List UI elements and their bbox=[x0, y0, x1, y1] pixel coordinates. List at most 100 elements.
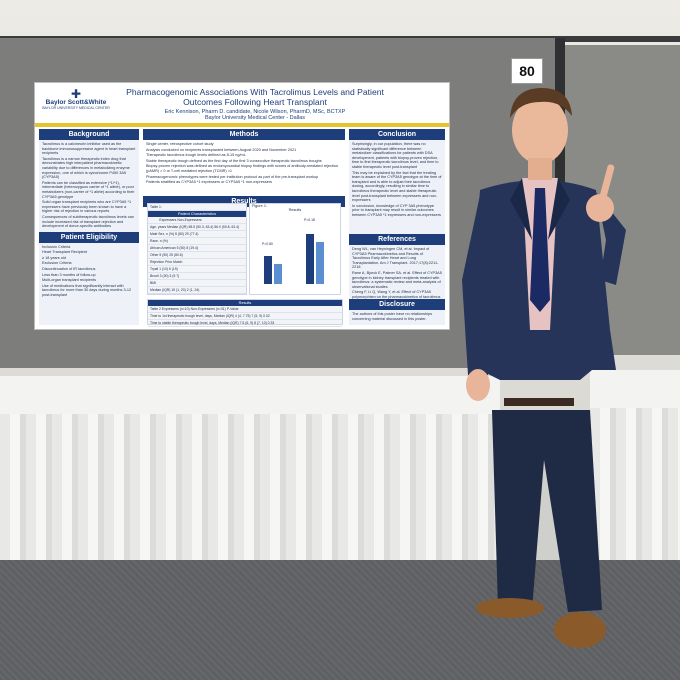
background-item: Tacrolimus is a calcineurin inhibitor us… bbox=[42, 142, 136, 156]
eligibility-list: Inclusion Criteria Heart Transplant Reci… bbox=[39, 243, 139, 301]
table-1-row: Race, n (%) bbox=[148, 238, 246, 245]
methods-item: Stable therapeutic trough defined as the… bbox=[146, 158, 322, 163]
methods-heading: Methods bbox=[143, 129, 345, 140]
institution-line: Baylor University Medical Center - Dalla… bbox=[205, 115, 305, 121]
methods-item: Pharmacogenomic phenotypes were tested p… bbox=[146, 174, 319, 179]
methods-item: Analysis conducted on recipients transpl… bbox=[146, 147, 297, 152]
table-1-row: Other 5 (50) 25 (80.6) bbox=[148, 252, 246, 259]
left-hand bbox=[466, 369, 490, 401]
authors-line: Eric Kennison, Pharm D. candidate, Nicol… bbox=[164, 109, 346, 115]
research-poster: ✚ Baylor Scott&White BAYLOR UNIVERSITY M… bbox=[34, 82, 450, 330]
reference-item: Cheng F, Li Q, Wang Y, et al. Effect of … bbox=[352, 290, 441, 299]
figure-bar bbox=[274, 264, 282, 284]
background-heading: Background bbox=[39, 129, 139, 140]
figure-bar bbox=[306, 234, 314, 284]
table-1-row: African American 5 (50) 8 (19.4) bbox=[148, 245, 246, 252]
table-top-right bbox=[590, 370, 680, 410]
table-1-columns: Expressers Non-Expressers bbox=[148, 217, 246, 224]
left-shoe bbox=[476, 598, 544, 618]
booth-number: 80 bbox=[511, 58, 543, 84]
table-2-row: Time to stable therapeutic trough level,… bbox=[148, 320, 342, 327]
results-heading: Results bbox=[143, 196, 345, 207]
inclusion-label: Inclusion Criteria bbox=[42, 244, 71, 249]
references-heading: References bbox=[349, 234, 445, 245]
institution-logo: ✚ Baylor Scott&White BAYLOR UNIVERSITY M… bbox=[41, 87, 111, 117]
trousers bbox=[492, 410, 602, 612]
table-1-row: Male Sex, n (%) 8 (80) 29 (77.4) bbox=[148, 231, 246, 238]
table-1-row: Rejection Prior Match bbox=[148, 259, 246, 266]
table-1-row: Tryali 1 (10) 6 (19) bbox=[148, 266, 246, 273]
poster-title: Pharmacogenomic Associations With Tacrol… bbox=[126, 87, 384, 107]
background-item: Tacrolimus is a narrow therapeutic index… bbox=[42, 156, 130, 180]
figure-title: Results bbox=[288, 208, 302, 212]
table-1-row: Median (IQR) 15 (1, 20) 2 (1, 24) bbox=[148, 287, 246, 294]
disclosure-text: The authors of this poster have no relat… bbox=[352, 312, 432, 321]
exclusion-item: Use of medications that significantly in… bbox=[42, 283, 132, 298]
results-area: Table 1: Patient Characteristics Express… bbox=[147, 203, 341, 297]
table-skirt-right bbox=[590, 408, 680, 588]
references-list: Deng WL, van Heyningen CM, et al. Impact… bbox=[349, 245, 445, 299]
face bbox=[512, 96, 568, 164]
table-2-row: Time to 1st therapeutic trough level, da… bbox=[148, 313, 342, 320]
conclusion-item: In conclusion, knowledge of CYP 3A5 phen… bbox=[352, 203, 441, 217]
right-shoe bbox=[554, 612, 606, 648]
left-arm bbox=[462, 195, 490, 375]
figure-bars: P=0.80 P=0.18 bbox=[256, 216, 336, 284]
reference-item: Deng WL, van Heyningen CM, et al. Impact… bbox=[352, 247, 439, 270]
table-2-body: Table 2 Expressers (n=10) Non-Expressers… bbox=[148, 306, 342, 327]
left-column: Background Tacrolimus is a calcineurin i… bbox=[39, 129, 139, 325]
belt bbox=[504, 398, 574, 406]
logo-sub: BAYLOR UNIVERSITY MEDICAL CENTER bbox=[42, 106, 110, 110]
background-item: Solid organ transplant recipients who ar… bbox=[42, 200, 132, 214]
conclusion-item: This may be explained by the fact that t… bbox=[352, 170, 442, 203]
figure-1: Figure 1: Results P=0.80 P=0.18 bbox=[249, 203, 341, 295]
necktie bbox=[530, 188, 550, 312]
middle-column: Methods Single center, retrospective coh… bbox=[143, 129, 345, 327]
left-lapel bbox=[510, 178, 532, 240]
disclosure-heading: Disclosure bbox=[349, 299, 445, 310]
logo-name: Baylor Scott&White bbox=[45, 99, 107, 106]
eligibility-heading: Patient Eligibility bbox=[39, 231, 139, 243]
methods-item: Biopsy-proven rejection was defined as e… bbox=[146, 164, 339, 173]
table-1-row: Brooli 3 (30) 3 (9.7) bbox=[148, 273, 246, 280]
raised-finger bbox=[600, 164, 615, 198]
conclusion-heading: Conclusion bbox=[349, 129, 445, 140]
right-hand bbox=[586, 194, 614, 222]
hair bbox=[510, 88, 572, 118]
exclusion-item: Discontinuation of IR tacrolimus bbox=[42, 267, 96, 272]
methods-item: Therapeutic tacrolimus trough levels def… bbox=[146, 153, 246, 158]
exclusion-item: Multi-organ transplant recipients bbox=[42, 278, 97, 283]
table-1-header: Patient Characteristics bbox=[148, 211, 246, 217]
poster-authors: Eric Kennison, Pharm D. candidate, Nicol… bbox=[125, 109, 385, 121]
figure-bar bbox=[264, 256, 272, 284]
neck bbox=[528, 158, 552, 180]
background-list: Tacrolimus is a calcineurin inhibitor us… bbox=[39, 140, 139, 232]
inclusion-item: ≥ 18 years old bbox=[42, 255, 66, 260]
figure-p-label: P=0.80 bbox=[262, 242, 273, 246]
poster-header: ✚ Baylor Scott&White BAYLOR UNIVERSITY M… bbox=[35, 83, 449, 127]
figure-bar bbox=[316, 242, 324, 284]
exclusion-item: Less than 3 months of follow-up bbox=[42, 272, 96, 277]
background-item: Consequences of subtherapeutic tacrolimu… bbox=[42, 214, 134, 229]
table-top bbox=[0, 376, 500, 416]
conclusion-item: Surprisingly, in our population, there w… bbox=[352, 142, 439, 169]
cross-icon: ✚ bbox=[70, 87, 82, 101]
right-column: Conclusion Surprisingly, in our populati… bbox=[349, 129, 445, 325]
methods-item: Patients stratified as CYP3A5 *1 express… bbox=[146, 180, 272, 185]
table-1-row: BMI bbox=[148, 280, 246, 287]
table-1: Table 1: Patient Characteristics Express… bbox=[147, 203, 247, 295]
reference-item: Rane A, Bjorck E, Palmer SA, et al. Effe… bbox=[352, 270, 442, 289]
table-1-label: Table 1: bbox=[148, 204, 246, 211]
conclusion-list: Surprisingly, in our population, there w… bbox=[349, 140, 445, 234]
figure-p-label: P=0.18 bbox=[304, 218, 315, 222]
methods-item: Single center, retrospective cohort stud… bbox=[146, 142, 214, 146]
table-2-header: Results bbox=[148, 300, 342, 306]
figure-label: Figure 1: bbox=[252, 204, 267, 208]
table-2: Results Table 2 Expressers (n=10) Non-Ex… bbox=[147, 299, 343, 327]
right-lapel bbox=[548, 178, 570, 240]
methods-list: Single center, retrospective cohort stud… bbox=[143, 140, 345, 196]
draped-table-right bbox=[590, 370, 680, 590]
inclusion-item: Heart Transplant Recipient bbox=[42, 250, 87, 255]
table-1-body: Expressers Non-Expressers Age, years Medi… bbox=[148, 217, 246, 294]
